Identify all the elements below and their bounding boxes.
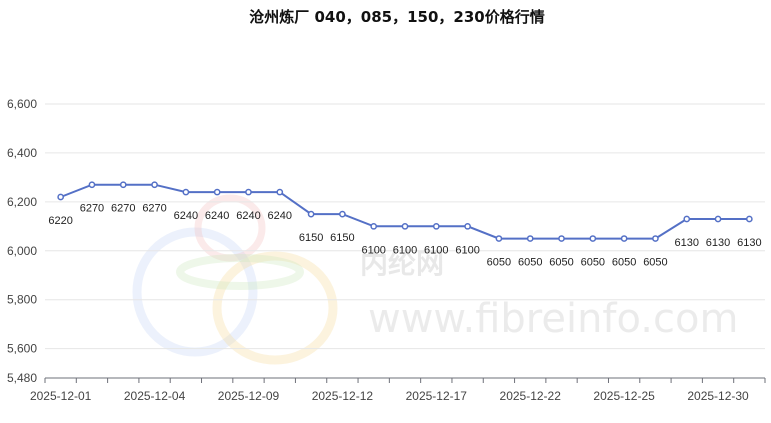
data-label: 6050 bbox=[581, 257, 605, 269]
y-tick-label: 6,400 bbox=[7, 146, 37, 160]
data-point bbox=[57, 193, 65, 201]
y-tick-label: 6,200 bbox=[7, 195, 37, 209]
x-axis: 2025-12-01 2025-12-04 2025-12-09 2025-12-12… bbox=[30, 377, 766, 403]
x-tick-label: 2025-12-04 bbox=[124, 389, 186, 403]
y-axis: 5,480 5,600 5,800 6,000 6,200 6,400 6,600 bbox=[7, 97, 37, 385]
data-label: 6100 bbox=[455, 244, 479, 256]
data-label: 6220 bbox=[48, 215, 72, 227]
data-point bbox=[370, 222, 378, 230]
data-label: 6050 bbox=[518, 257, 542, 269]
data-point bbox=[119, 181, 127, 189]
data-label: 6100 bbox=[424, 244, 448, 256]
y-tick-label: 6,000 bbox=[7, 244, 37, 258]
data-point bbox=[683, 215, 691, 223]
y-tick-label: 5,800 bbox=[7, 293, 37, 307]
data-point bbox=[652, 235, 659, 242]
data-label: 6240 bbox=[236, 210, 260, 222]
data-labels: 6220 6270 6270 6270 6240 6240 6240 6240 6150 6150… bbox=[48, 203, 761, 269]
data-point bbox=[464, 222, 471, 230]
data-point bbox=[745, 215, 753, 223]
watermark-cn-text: 内纶网 bbox=[360, 247, 444, 280]
data-point bbox=[276, 188, 284, 196]
data-point bbox=[182, 188, 190, 196]
data-label: 6150 bbox=[299, 232, 323, 244]
x-tick-label: 2025-12-30 bbox=[687, 389, 749, 403]
y-tick-label: 6,600 bbox=[7, 97, 37, 111]
data-label: 6050 bbox=[643, 257, 667, 269]
data-label: 6100 bbox=[393, 244, 417, 256]
x-tick-label: 2025-12-17 bbox=[406, 389, 468, 403]
data-label: 6130 bbox=[737, 237, 761, 249]
x-tick-label: 2025-12-01 bbox=[30, 389, 92, 403]
watermark-url-text: www.fibreinfo.com bbox=[368, 296, 738, 342]
data-point bbox=[245, 188, 252, 196]
data-label: 6270 bbox=[142, 203, 166, 215]
data-point bbox=[307, 210, 315, 218]
x-tick-label: 2025-12-09 bbox=[218, 389, 280, 403]
data-point bbox=[88, 181, 96, 189]
data-label: 6050 bbox=[549, 257, 573, 269]
series-points bbox=[57, 181, 753, 242]
data-point bbox=[714, 215, 722, 223]
data-point bbox=[526, 235, 534, 242]
data-point bbox=[558, 235, 565, 242]
data-point bbox=[339, 210, 346, 218]
data-point bbox=[213, 188, 221, 196]
x-tick-label: 2025-12-22 bbox=[500, 389, 562, 403]
watermark-logo bbox=[132, 194, 338, 365]
chart-title: 沧州炼厂 040，085，150，230价格行情 bbox=[249, 8, 544, 26]
data-label: 6100 bbox=[361, 244, 385, 256]
data-label: 6240 bbox=[205, 210, 229, 222]
data-label: 6130 bbox=[706, 237, 730, 249]
x-tick-label: 2025-12-12 bbox=[312, 389, 374, 403]
data-point bbox=[620, 235, 628, 242]
data-label: 6150 bbox=[330, 232, 354, 244]
data-point bbox=[432, 222, 440, 230]
data-label: 6270 bbox=[111, 203, 135, 215]
x-tick-label: 2025-12-25 bbox=[593, 389, 655, 403]
y-tick-label: 5,600 bbox=[7, 342, 37, 356]
data-label: 6240 bbox=[268, 210, 292, 222]
data-label: 6270 bbox=[80, 203, 104, 215]
data-label: 6130 bbox=[674, 237, 698, 249]
data-point bbox=[401, 222, 409, 230]
data-label: 6050 bbox=[487, 257, 511, 269]
y-gridlines bbox=[45, 103, 765, 350]
data-label: 6050 bbox=[612, 257, 636, 269]
y-tick-label: 5,480 bbox=[7, 371, 37, 385]
data-label: 6240 bbox=[174, 210, 198, 222]
watermark: 内纶网 www.fibreinfo.com bbox=[132, 194, 738, 365]
data-point bbox=[495, 235, 503, 242]
data-point bbox=[151, 181, 158, 189]
data-point bbox=[589, 235, 597, 242]
